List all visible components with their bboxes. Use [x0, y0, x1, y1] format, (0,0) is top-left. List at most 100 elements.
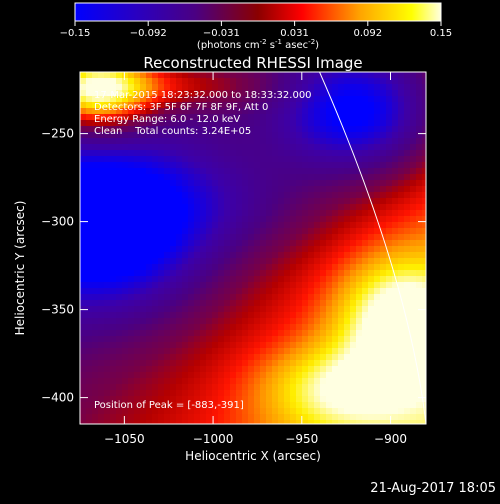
y-axis-label: Heliocentric Y (arcsec) [13, 201, 27, 336]
heatmap-cell [404, 150, 411, 157]
heatmap-cell [260, 336, 267, 343]
heatmap-cell [392, 204, 399, 211]
heatmap-cell [266, 120, 273, 127]
heatmap-cell [350, 72, 357, 79]
heatmap-cell [80, 336, 87, 343]
heatmap-cell [398, 72, 405, 79]
heatmap-cell [236, 396, 243, 403]
heatmap-cell [380, 306, 387, 313]
heatmap-cell [146, 366, 153, 373]
heatmap-cell [152, 126, 159, 133]
heatmap-cell [236, 72, 243, 79]
heatmap-cell [206, 216, 213, 223]
heatmap-cell [380, 180, 387, 187]
heatmap-cell [326, 114, 333, 121]
plot-frame [79, 71, 427, 425]
heatmap-cell [326, 324, 333, 331]
heatmap-cell [176, 264, 183, 271]
heatmap-cell [266, 90, 273, 97]
heatmap-cell [398, 240, 405, 247]
heatmap-cell [128, 282, 135, 289]
heatmap-cell [230, 384, 237, 391]
heatmap-cell [302, 324, 309, 331]
heatmap-cell [422, 354, 426, 361]
heatmap-cell [116, 396, 123, 403]
heatmap-cell [404, 216, 411, 223]
heatmap-cell [344, 204, 351, 211]
heatmap-cell [182, 144, 189, 151]
heatmap-cell [170, 294, 177, 301]
heatmap-cell [314, 264, 321, 271]
heatmap-cell [398, 174, 405, 181]
heatmap-cell [338, 156, 345, 163]
heatmap-cell [254, 204, 261, 211]
heatmap-cell [170, 114, 177, 121]
heatmap-cell [362, 198, 369, 205]
heatmap-cell [290, 156, 297, 163]
heatmap-cell [134, 324, 141, 331]
heatmap-cell [200, 174, 207, 181]
heatmap-cell [134, 390, 141, 397]
heatmap-cell [158, 204, 165, 211]
heatmap-cell [80, 162, 87, 169]
heatmap-cell [248, 114, 255, 121]
heatmap-cell [110, 186, 117, 193]
heatmap-cell [116, 234, 123, 241]
heatmap-cell [134, 216, 141, 223]
heatmap-cell [230, 390, 237, 397]
heatmap-cell [320, 204, 327, 211]
heatmap-cell [236, 390, 243, 397]
heatmap-cell [416, 204, 423, 211]
heatmap-cell [392, 252, 399, 259]
heatmap-cell [368, 276, 375, 283]
heatmap-cell [170, 210, 177, 217]
heatmap-cell [392, 126, 399, 133]
heatmap-cell [134, 102, 141, 109]
heatmap-cell [248, 162, 255, 169]
heatmap-cell [356, 174, 363, 181]
heatmap-cell [326, 390, 333, 397]
heatmap-cell [122, 228, 129, 235]
heatmap-cell [290, 96, 297, 103]
heatmap-cell [284, 288, 291, 295]
heatmap-cell [224, 282, 231, 289]
heatmap-cell [320, 264, 327, 271]
heatmap-cell [218, 348, 225, 355]
heatmap-cell [170, 336, 177, 343]
heatmap-cell [140, 90, 147, 97]
heatmap-cell [212, 306, 219, 313]
heatmap-cell [290, 270, 297, 277]
heatmap-cell [146, 270, 153, 277]
heatmap-cell [254, 72, 261, 79]
heatmap-cell [332, 186, 339, 193]
heatmap-cell [302, 312, 309, 319]
heatmap-cell [254, 366, 261, 373]
heatmap-cell [146, 300, 153, 307]
heatmap-cell [200, 264, 207, 271]
heatmap-cell [158, 126, 165, 133]
heatmap-cell [224, 216, 231, 223]
heatmap-cell [164, 144, 171, 151]
heatmap-cell [194, 312, 201, 319]
heatmap-cell [242, 72, 249, 79]
heatmap-cell [302, 270, 309, 277]
heatmap-cell [140, 204, 147, 211]
heatmap-cell [206, 390, 213, 397]
heatmap-cell [158, 72, 165, 79]
heatmap-cell [332, 96, 339, 103]
heatmap-cell [398, 354, 405, 361]
heatmap-cell [206, 156, 213, 163]
heatmap-cell [206, 114, 213, 121]
heatmap-cell [272, 246, 279, 253]
heatmap-cell [140, 102, 147, 109]
heatmap-cell [218, 78, 225, 85]
heatmap-cell [380, 72, 387, 79]
heatmap-cell [128, 312, 135, 319]
heatmap-cell [98, 360, 105, 367]
x-tick-label: −1000 [193, 432, 234, 446]
heatmap-cell [392, 378, 399, 385]
heatmap-cell [308, 90, 315, 97]
heatmap-cell [164, 348, 171, 355]
heatmap-cell [170, 258, 177, 265]
heatmap-cell [128, 408, 135, 415]
